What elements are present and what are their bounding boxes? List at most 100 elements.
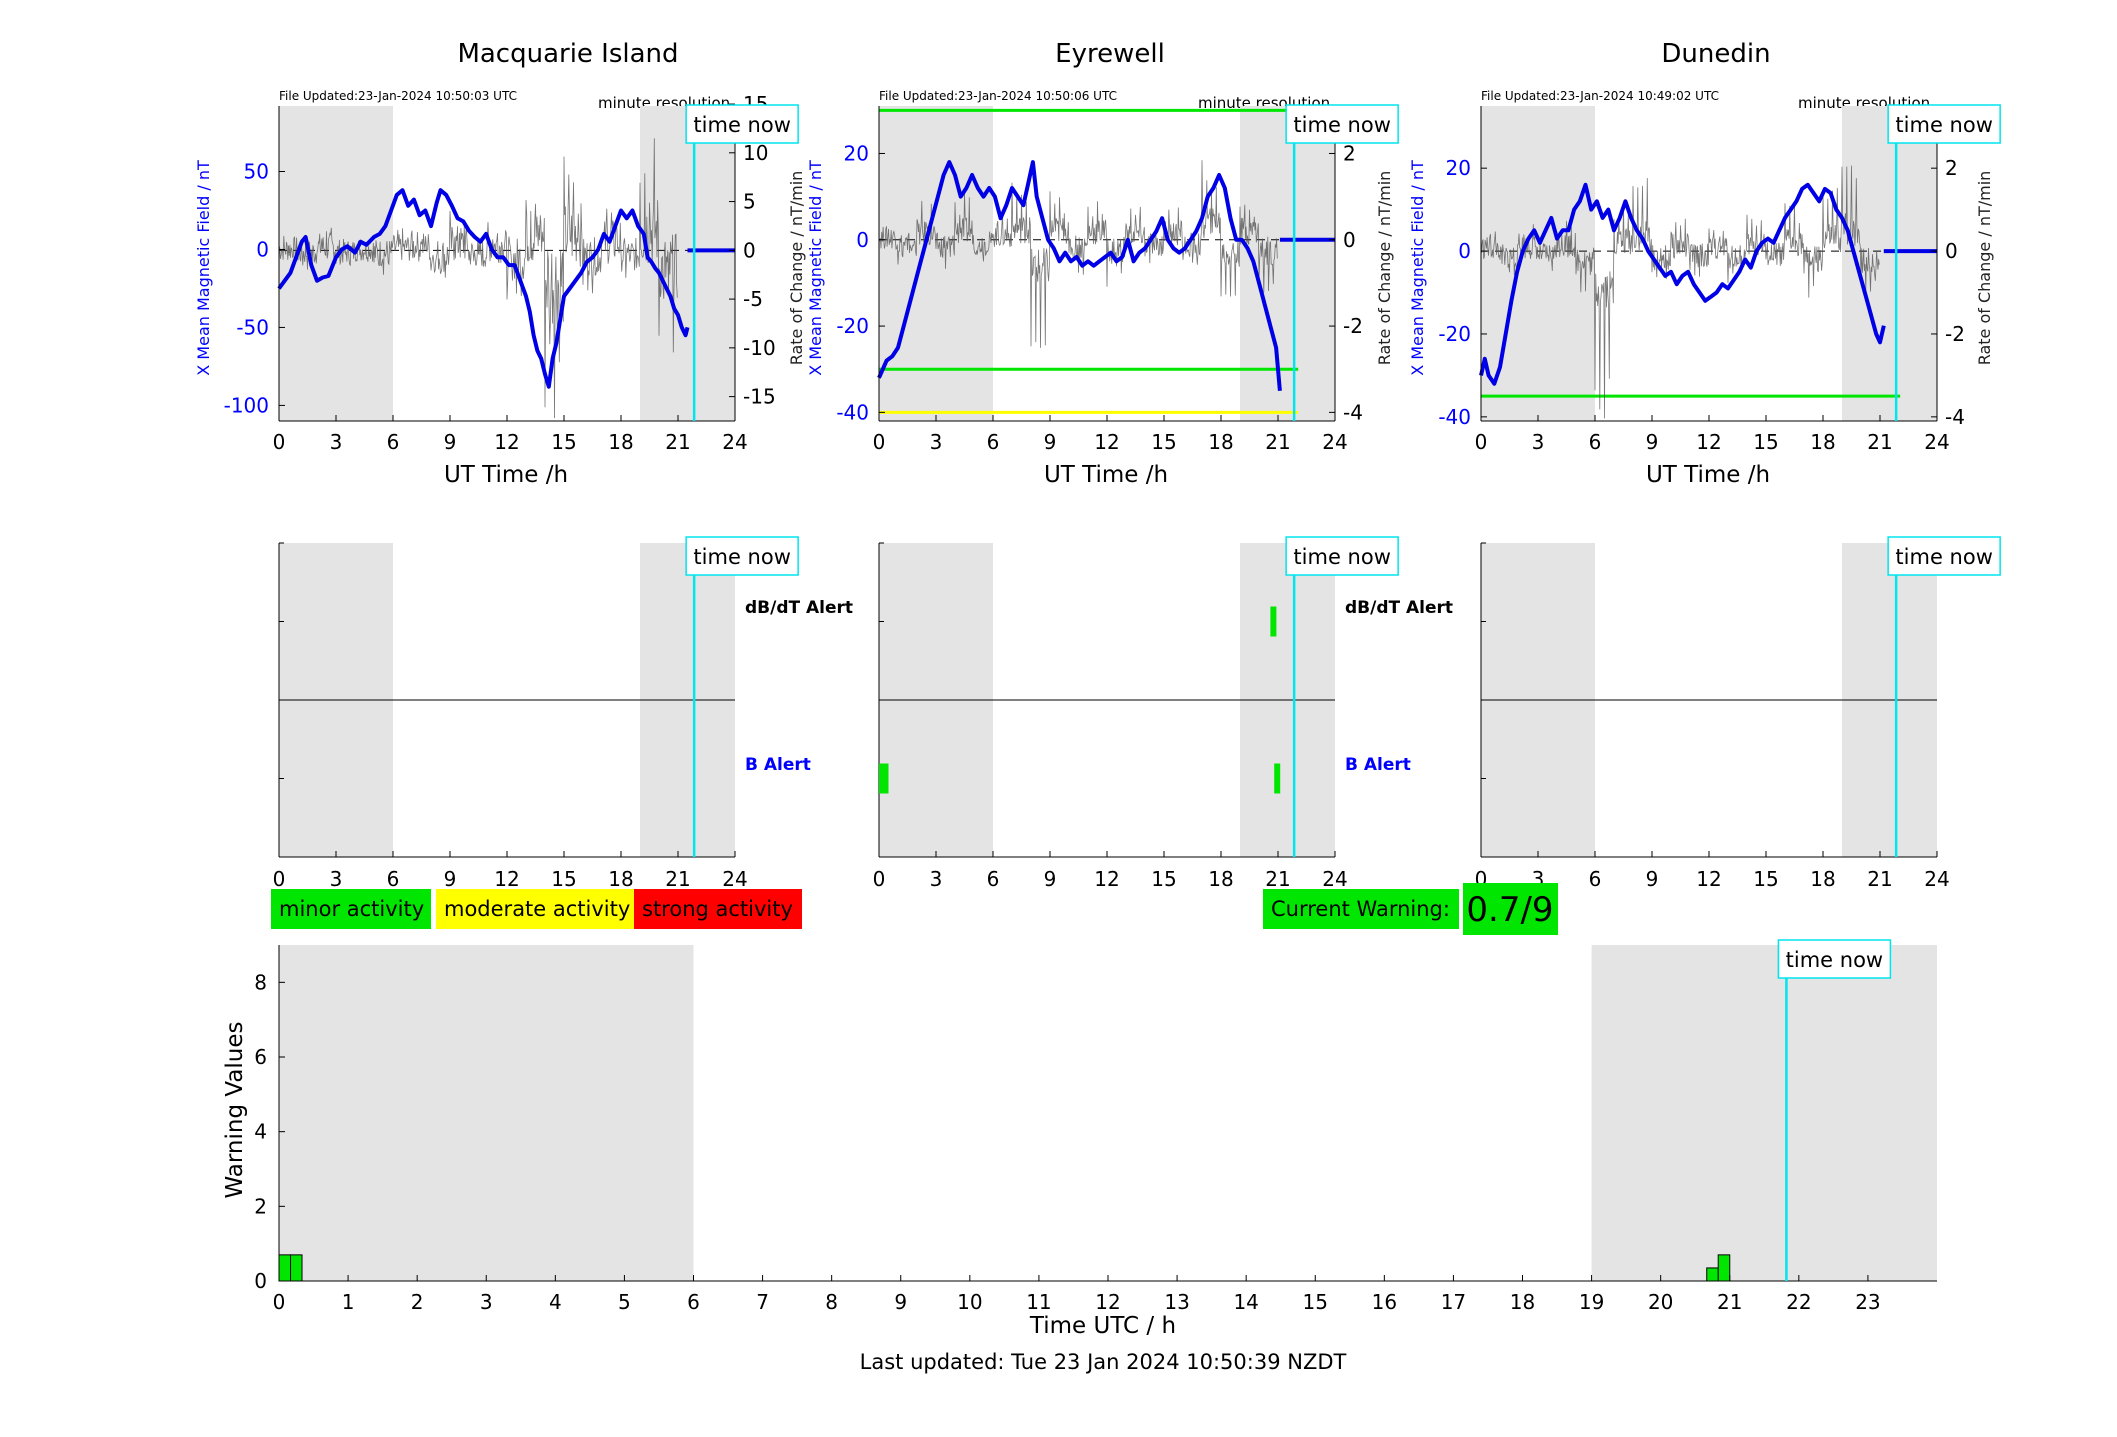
alert-bar: [1270, 606, 1277, 637]
time-now-marker: time now: [685, 104, 799, 144]
y-tick-label: 2: [254, 1194, 267, 1218]
y-tick-label-right: -2: [1343, 314, 1363, 338]
legend-strong-label: strong activity: [642, 897, 793, 921]
x-tick-label: 6: [687, 1290, 700, 1314]
y-tick-label-left: 0: [1458, 239, 1471, 263]
y-axis-label-right: Rate of Change / nT/min: [1375, 171, 1394, 366]
y-tick-label-left: 20: [844, 141, 869, 165]
night-band: [1591, 945, 1937, 1281]
x-tick-label: 6: [1589, 430, 1602, 454]
x-tick-label: 11: [1026, 1290, 1051, 1314]
time-now-marker: time now: [685, 536, 799, 576]
y-axis-label-left: X Mean Magnetic Field / nT: [806, 160, 825, 376]
eyrewell-alert-panel: 0 3 6 9 12 15 18 21 24 dB/dT Alert B Alert time …: [873, 536, 1453, 891]
time-now-label: time now: [693, 113, 790, 137]
x-tick-label: 9: [894, 1290, 907, 1314]
x-tick-label: 18: [608, 430, 633, 454]
time-now-marker: time now: [1777, 939, 1892, 979]
x-tick-label: 16: [1372, 1290, 1397, 1314]
x-axis-label: UT Time /h: [1646, 462, 1770, 488]
x-tick-label: 12: [494, 867, 519, 891]
current-warning-label: Current Warning:: [1271, 897, 1450, 921]
warning-bar: [1717, 1254, 1731, 1282]
time-now-label: time now: [1293, 113, 1390, 137]
x-tick-label: 21: [1867, 430, 1892, 454]
time-now-label: time now: [1293, 545, 1390, 569]
x-tick-label: 7: [756, 1290, 769, 1314]
x-tick-label: 9: [1044, 867, 1057, 891]
x-tick-label: 6: [1589, 867, 1602, 891]
x-tick-label: 6: [387, 867, 400, 891]
y-axis-label: Warning Values: [222, 1021, 248, 1198]
x-tick-label: 12: [494, 430, 519, 454]
y-tick-label-left: -40: [836, 400, 869, 424]
x-tick-label: 0: [873, 430, 886, 454]
x-tick-label: 12: [1094, 430, 1119, 454]
y-tick-label: 6: [254, 1045, 267, 1069]
x-tick-label: 2: [411, 1290, 424, 1314]
y-axis-label-right: Rate of Change / nT/min: [1975, 171, 1994, 366]
time-now-marker: time now: [1887, 104, 2001, 144]
x-tick-label: 21: [1717, 1290, 1742, 1314]
warning-values-panel: Warning Values Time UTC / h 0 1 2 3 4 5 6 7 8 9 10…: [222, 939, 1937, 1339]
y-tick-label-left: -50: [236, 315, 269, 339]
y-axis-label-left: X Mean Magnetic Field / nT: [1408, 160, 1427, 376]
x-tick-label: 10: [957, 1290, 982, 1314]
time-now-box: [1285, 104, 1399, 144]
x-tick-label: 18: [1810, 430, 1835, 454]
x-tick-label: 15: [551, 867, 576, 891]
legend-minor-swatch: [271, 889, 431, 929]
dbdt-alert-label: dB/dT Alert: [745, 598, 853, 618]
x-tick-label: 18: [608, 867, 633, 891]
time-now-box: [1285, 536, 1399, 576]
y-tick-label-right: -15: [743, 385, 776, 409]
y-tick-label-right: 5: [743, 190, 756, 214]
x-tick-label: 15: [1151, 867, 1176, 891]
x-tick-label: 6: [987, 867, 1000, 891]
current-warning: Current Warning: 0.7/9: [1263, 883, 1558, 935]
y-tick-label-right: 2: [1343, 141, 1356, 165]
time-now-label: time now: [1786, 948, 1883, 972]
panel-title: Macquarie Island: [457, 39, 678, 69]
x-tick-label: 21: [1265, 430, 1290, 454]
eyrewell-field-panel: Eyrewell File Updated:23-Jan-2024 10:50:…: [806, 39, 1399, 488]
x-tick-label: 15: [1753, 867, 1778, 891]
x-axis-label: Time UTC / h: [1029, 1313, 1176, 1339]
file-updated-text: File Updated:23-Jan-2024 10:50:06 UTC: [879, 89, 1117, 103]
y-tick-label-left: -100: [224, 393, 269, 417]
warning-bar: [1706, 1267, 1719, 1282]
time-now-box: [1777, 939, 1892, 979]
x-tick-label: 6: [387, 430, 400, 454]
current-warning-value-box: [1463, 883, 1558, 935]
x-tick-label: 15: [1151, 430, 1176, 454]
x-tick-label: 9: [1044, 430, 1057, 454]
y-tick-label: 0: [254, 1269, 267, 1293]
x-tick-label: 3: [330, 430, 343, 454]
time-now-label: time now: [1895, 113, 1992, 137]
y-tick-label-right: -2: [1945, 322, 1965, 346]
macquarie-alert-panel: 0 3 6 9 12 15 18 21 24 dB/dT Alert B Alert time …: [273, 536, 853, 891]
y-tick-label: 8: [254, 970, 267, 994]
b-alert-label: B Alert: [1345, 755, 1411, 775]
y-tick-label-right: -5: [743, 287, 763, 311]
legend-moderate-swatch: [436, 889, 634, 929]
x-axis-label: UT Time /h: [1044, 462, 1168, 488]
x-tick-label: 0: [273, 1290, 286, 1314]
x-tick-label: 21: [665, 867, 690, 891]
plot-area: 0 3 6 9 12 15 18 21 24: [1475, 542, 1950, 891]
plot-area: 0 1 2 3 4 5 6 7 8 9 10 11 12 13 14 15 16 17 18 19 20 21 22 2302…: [254, 945, 1937, 1314]
x-tick-label: 4: [549, 1290, 562, 1314]
x-tick-label: 15: [1303, 1290, 1328, 1314]
x-tick-label: 22: [1786, 1290, 1811, 1314]
alert-bar: [879, 763, 889, 794]
time-now-box: [685, 536, 799, 576]
x-tick-label: 18: [1810, 867, 1835, 891]
x-tick-label: 23: [1855, 1290, 1880, 1314]
x-tick-label: 6: [987, 430, 1000, 454]
panel-title: Dunedin: [1661, 39, 1770, 69]
macquarie-field-panel: Macquarie Island File Updated:23-Jan-202…: [194, 39, 806, 488]
x-tick-label: 12: [1094, 867, 1119, 891]
x-tick-label: 12: [1095, 1290, 1120, 1314]
